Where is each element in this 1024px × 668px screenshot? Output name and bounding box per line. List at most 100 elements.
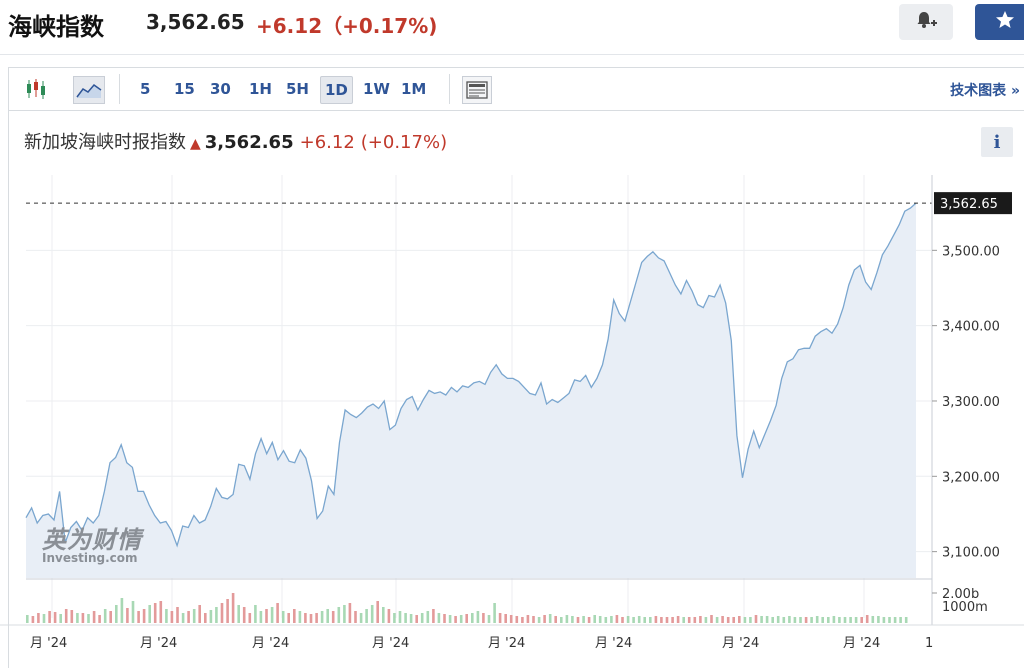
toolbar-separator xyxy=(119,74,120,104)
volume-bar xyxy=(359,613,363,623)
interval-1m[interactable]: 1M xyxy=(401,80,427,98)
volume-bar xyxy=(204,613,207,623)
volume-bar xyxy=(471,613,474,623)
volume-bar xyxy=(871,616,875,623)
chart-instrument-name: 新加坡海峡时报指数 xyxy=(24,132,186,153)
volume-bar xyxy=(398,611,402,623)
volume-bar xyxy=(159,601,163,623)
watermark-cn: 英为财情 xyxy=(42,526,142,554)
y-tick-label: 3,400.00 xyxy=(942,320,1000,335)
volume-bar xyxy=(70,610,74,623)
volume-bar xyxy=(899,617,902,623)
volume-bar xyxy=(181,613,185,623)
interval-30[interactable]: 30 xyxy=(210,80,231,98)
volume-bar xyxy=(877,616,880,623)
volume-bar xyxy=(482,613,485,623)
volume-bar xyxy=(598,616,602,623)
volume-bar xyxy=(226,599,229,623)
volume-bar xyxy=(265,609,268,623)
area-chart-icon[interactable] xyxy=(73,76,105,104)
layout-icon[interactable] xyxy=(462,76,492,104)
interval-5h[interactable]: 5H xyxy=(286,80,309,98)
tech-chart-link[interactable]: 技术图表 » xyxy=(950,83,1020,99)
volume-bar xyxy=(521,617,524,623)
volume-bar xyxy=(320,611,324,623)
volume-bar xyxy=(893,617,897,623)
volume-bar xyxy=(331,611,335,623)
volume-bar xyxy=(843,617,847,623)
interval-1w[interactable]: 1W xyxy=(363,80,390,98)
volume-bar xyxy=(804,617,808,623)
volume-bar xyxy=(665,617,669,623)
volume-bar xyxy=(827,617,830,623)
volume-bar xyxy=(649,617,652,623)
volume-bar xyxy=(771,617,774,623)
volume-bar xyxy=(632,617,635,623)
chart-change-pct: (+0.17%) xyxy=(360,132,448,153)
star-icon xyxy=(995,10,1015,34)
volume-bar xyxy=(248,613,252,623)
interval-5[interactable]: 5 xyxy=(140,80,151,98)
x-tick-label: 月 '24 xyxy=(372,636,409,651)
y-tick-label: 3,200.00 xyxy=(942,470,1000,485)
volume-bar xyxy=(170,611,174,623)
volume-bar xyxy=(582,616,585,623)
watchlist-button[interactable] xyxy=(975,4,1024,40)
volume-bar xyxy=(554,616,557,623)
volume-bar xyxy=(788,616,791,623)
volume-bar xyxy=(103,609,107,623)
volume-bar xyxy=(476,611,480,623)
volume-bars xyxy=(26,593,908,623)
alert-button[interactable] xyxy=(899,4,953,40)
volume-bar xyxy=(526,615,530,623)
volume-bar xyxy=(743,617,747,623)
volume-bar xyxy=(676,616,680,623)
volume-bar xyxy=(393,613,396,623)
volume-bar xyxy=(776,616,780,623)
up-arrow-icon: ▲ xyxy=(190,136,201,152)
candlestick-icon[interactable] xyxy=(23,76,51,102)
volume-bar xyxy=(120,598,124,623)
volume-bar xyxy=(715,617,719,623)
volume-bar xyxy=(298,611,302,623)
volume-bar xyxy=(493,603,496,623)
volume-bar xyxy=(432,609,435,623)
volume-bar xyxy=(810,617,813,623)
volume-bar xyxy=(448,615,452,623)
last-price-tag-label: 3,562.65 xyxy=(940,197,998,212)
volume-bar xyxy=(115,605,118,623)
interval-1h[interactable]: 1H xyxy=(249,80,272,98)
volume-label-low: 1000m xyxy=(942,600,988,615)
interval-15[interactable]: 15 xyxy=(174,80,195,98)
volume-bar xyxy=(198,605,201,623)
volume-bar xyxy=(498,613,502,623)
volume-bar xyxy=(637,616,641,623)
volume-bar xyxy=(87,614,90,623)
volume-bar xyxy=(509,615,513,623)
volume-bar xyxy=(532,616,535,623)
volume-bar xyxy=(815,616,819,623)
volume-bar xyxy=(276,603,279,623)
interval-1d[interactable]: 1D xyxy=(320,76,353,104)
volume-bar xyxy=(487,615,491,623)
volume-bar xyxy=(98,615,101,623)
volume-bar xyxy=(643,617,646,623)
x-tick-label: 月 '24 xyxy=(30,636,67,651)
volume-bar xyxy=(860,617,863,623)
volume-bar xyxy=(176,607,179,623)
volume-bar xyxy=(821,617,824,623)
volume-bar xyxy=(270,607,274,623)
volume-bar xyxy=(404,613,407,623)
y-tick-label: 3,100.00 xyxy=(942,546,1000,561)
chart-panel xyxy=(8,67,1024,668)
volume-bar xyxy=(309,614,313,623)
volume-bar xyxy=(293,609,296,623)
volume-bar xyxy=(671,617,674,623)
chart-title: 新加坡海峡时报指数 ▲ 3,562.65 +6.12 (+0.17%) xyxy=(24,128,447,154)
volume-bar xyxy=(621,617,624,623)
info-button[interactable]: i xyxy=(981,127,1013,157)
volume-bar xyxy=(53,612,57,623)
volume-bar xyxy=(888,617,891,623)
volume-bar xyxy=(409,614,413,623)
